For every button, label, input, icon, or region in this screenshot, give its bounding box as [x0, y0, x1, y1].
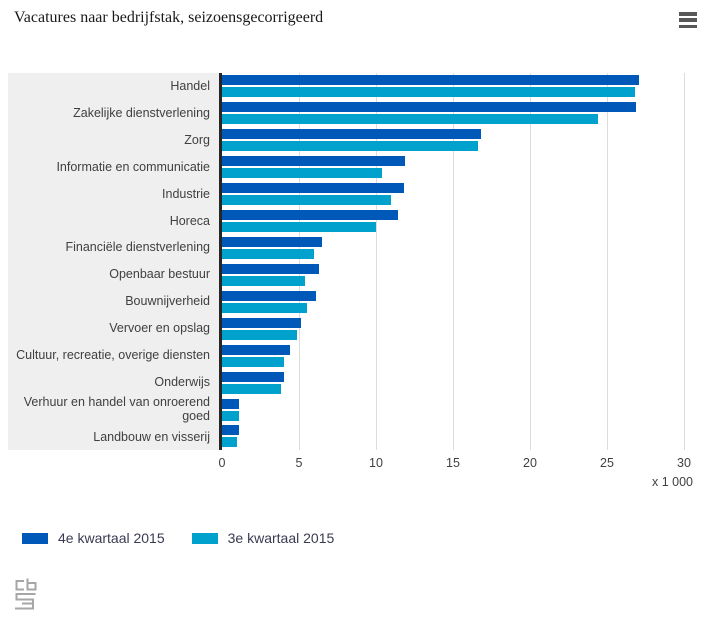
- y-axis-line: [219, 73, 222, 450]
- bar-row: [222, 181, 705, 208]
- hamburger-menu-button[interactable]: [679, 12, 697, 28]
- category-labels: Handel Zakelijke dienstverlening Zorg Infor…: [8, 73, 219, 450]
- bar-3e-kwartaal-2015[interactable]: [222, 275, 306, 286]
- bar-4e-kwartaal-2015[interactable]: [222, 156, 406, 167]
- bar-row: [222, 261, 705, 288]
- legend-item[interactable]: 4e kwartaal 2015: [22, 530, 165, 546]
- category-label: Horeca: [169, 213, 210, 228]
- bar-4e-kwartaal-2015[interactable]: [222, 263, 320, 274]
- bar-4e-kwartaal-2015[interactable]: [222, 102, 637, 113]
- hamburger-icon: [679, 12, 697, 16]
- category-label: Zorg: [184, 133, 210, 148]
- category-label: Handel: [170, 79, 210, 94]
- bar-rows: [222, 73, 705, 450]
- bar-3e-kwartaal-2015[interactable]: [222, 383, 281, 394]
- gridline: [376, 73, 377, 450]
- category-label: Zakelijke dienstverlening: [73, 106, 210, 121]
- x-axis-tick-label: 25: [600, 456, 614, 470]
- bar-3e-kwartaal-2015[interactable]: [222, 141, 478, 152]
- bar-3e-kwartaal-2015[interactable]: [222, 222, 376, 233]
- bar-row: [222, 208, 705, 235]
- category-label: Industrie: [162, 186, 210, 201]
- bar-4e-kwartaal-2015[interactable]: [222, 317, 301, 328]
- x-axis-tick-label: 20: [523, 456, 537, 470]
- bar-3e-kwartaal-2015[interactable]: [222, 302, 307, 313]
- category-label: Vervoer en opslag: [109, 321, 210, 336]
- bar-row: [222, 423, 705, 450]
- bar-4e-kwartaal-2015[interactable]: [222, 371, 284, 382]
- bar-4e-kwartaal-2015[interactable]: [222, 236, 323, 247]
- bar-3e-kwartaal-2015[interactable]: [222, 168, 383, 179]
- legend: 4e kwartaal 2015 3e kwartaal 2015: [22, 530, 334, 546]
- bar-row: [222, 73, 705, 100]
- bar-3e-kwartaal-2015[interactable]: [222, 87, 635, 98]
- bar-row: [222, 396, 705, 423]
- bar-4e-kwartaal-2015[interactable]: [222, 129, 481, 140]
- x-axis-tick-labels: 0 5 10 15 20 25 30: [218, 456, 691, 472]
- x-axis-unit-label: x 1 000: [651, 475, 693, 489]
- gridline: [607, 73, 608, 450]
- gridline: [530, 73, 531, 450]
- bar-row: [222, 315, 705, 342]
- bar-3e-kwartaal-2015[interactable]: [222, 329, 298, 340]
- legend-label: 4e kwartaal 2015: [58, 530, 165, 546]
- bar-row: [222, 288, 705, 315]
- cbs-logo-icon: [15, 578, 37, 610]
- x-axis-tick-label: 30: [677, 456, 691, 470]
- gridline: [684, 73, 685, 450]
- bar-chart: Handel Zakelijke dienstverlening Zorg Infor…: [8, 73, 705, 450]
- bar-row: [222, 154, 705, 181]
- category-label: Landbouw en visserij: [93, 429, 210, 444]
- bar-3e-kwartaal-2015[interactable]: [222, 437, 238, 448]
- bar-4e-kwartaal-2015[interactable]: [222, 75, 640, 86]
- hamburger-icon: [679, 18, 697, 22]
- bar-3e-kwartaal-2015[interactable]: [222, 248, 315, 259]
- category-label: Onderwijs: [154, 374, 210, 389]
- hamburger-icon: [679, 24, 697, 28]
- category-label: Cultuur, recreatie, overige diensten: [16, 347, 210, 362]
- legend-swatch-icon: [191, 532, 218, 544]
- category-label: Bouwnijverheid: [125, 294, 210, 309]
- category-label: Openbaar bestuur: [109, 267, 210, 282]
- bar-3e-kwartaal-2015[interactable]: [222, 195, 392, 206]
- x-axis-tick-label: 5: [295, 456, 303, 470]
- bar-row: [222, 369, 705, 396]
- bar-3e-kwartaal-2015[interactable]: [222, 410, 239, 421]
- legend-item[interactable]: 3e kwartaal 2015: [191, 530, 335, 546]
- bar-row: [222, 127, 705, 154]
- bar-4e-kwartaal-2015[interactable]: [222, 425, 239, 436]
- bar-4e-kwartaal-2015[interactable]: [222, 344, 290, 355]
- bar-4e-kwartaal-2015[interactable]: [222, 290, 316, 301]
- category-label: Informatie en communicatie: [56, 159, 210, 174]
- bar-3e-kwartaal-2015[interactable]: [222, 114, 598, 125]
- gridline: [453, 73, 454, 450]
- category-label: Financiële dienstverlening: [65, 240, 210, 255]
- legend-label: 3e kwartaal 2015: [227, 530, 335, 546]
- gridline: [299, 73, 300, 450]
- bar-4e-kwartaal-2015[interactable]: [222, 183, 404, 194]
- bar-row: [222, 100, 705, 127]
- bar-row: [222, 235, 705, 262]
- bar-4e-kwartaal-2015[interactable]: [222, 398, 239, 409]
- chart-title: Vacatures naar bedrijfstak, seizoensgeco…: [14, 9, 324, 26]
- bar-3e-kwartaal-2015[interactable]: [222, 356, 284, 367]
- x-axis-tick-label: 10: [369, 456, 383, 470]
- plot-area: [222, 73, 705, 450]
- legend-swatch-icon: [22, 532, 48, 544]
- category-label: Verhuur en handel van onroerend goed: [23, 395, 210, 424]
- category-label-panel: Handel Zakelijke dienstverlening Zorg Infor…: [8, 73, 219, 450]
- bar-row: [222, 342, 705, 369]
- x-axis-tick-label: 0: [218, 456, 226, 470]
- bar-4e-kwartaal-2015[interactable]: [222, 210, 398, 221]
- x-axis-tick-label: 15: [446, 456, 460, 470]
